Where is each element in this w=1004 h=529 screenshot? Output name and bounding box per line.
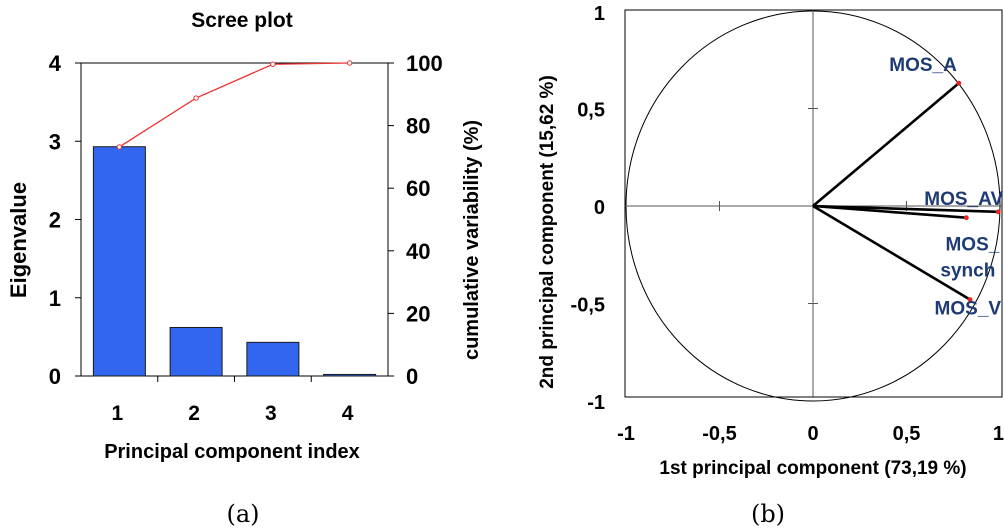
variable-vectors: MOS_A MOS_AV MOS_synch MOS_V	[812, 55, 1003, 320]
circle-x-tick-label: 1	[993, 423, 1004, 445]
scree-x-tick-label: 1	[112, 402, 124, 425]
circle-y-axis-label: 2nd principal component (15,62 %)	[537, 75, 558, 389]
variable-vector	[812, 82, 960, 207]
circle-y-tick-label: 1	[594, 3, 605, 25]
variable-vector	[812, 204, 999, 214]
correlation-circle-plot: -1 -0,5 0 0,5 1 -1 -0,5 0 0,5 1 MOS_A MOS_AV MOS_s…	[537, 3, 1004, 528]
circle-y-axis: -1 -0,5 0 0,5 1	[571, 3, 605, 414]
scree-y-tick-label: 1	[49, 286, 61, 311]
scree-cumulative-point	[193, 95, 199, 101]
circle-y-tick-label: 0,5	[577, 100, 605, 122]
variable-label: MOS_AV	[924, 189, 1003, 210]
scree-y-axis-label: Eigenvalue	[6, 182, 31, 298]
scree-cumulative-point	[116, 144, 123, 150]
scree-y-tick-label: 2	[49, 208, 61, 233]
scree-y2-tick-label: 0	[406, 364, 418, 389]
scree-y-tick-label: 3	[49, 129, 61, 154]
circle-x-tick-label: 0	[807, 423, 818, 445]
scree-x-axis: 1 2 3 4	[112, 376, 354, 425]
circle-x-tick-label: 0,5	[893, 423, 921, 445]
caption-b: (b)	[751, 500, 785, 528]
variable-label: MOS_	[945, 235, 999, 256]
scree-bar	[92, 146, 146, 377]
circle-y-tick-label: 0	[594, 197, 605, 219]
scree-y2-tick-label: 60	[406, 176, 430, 201]
scree-cumulative-path	[119, 62, 350, 148]
scree-x-tick-label: 3	[265, 402, 277, 425]
scree-y-tick-label: 0	[49, 364, 61, 389]
scree-x-axis-label: Principal component index	[104, 441, 360, 463]
scree-bar	[246, 341, 300, 377]
scree-cumulative-point	[346, 60, 353, 66]
scree-bars	[92, 146, 377, 377]
variable-vector	[812, 204, 971, 301]
circle-x-axis: -1 -0,5 0 0,5 1	[617, 423, 1004, 445]
circle-x-tick-label: -1	[617, 423, 635, 445]
variable-label: MOS_A	[889, 55, 957, 76]
variable-point	[995, 209, 1001, 215]
variable-point	[967, 297, 973, 302]
variable-label-line2: synch	[940, 261, 995, 282]
scree-left-axis: 0 1 2 3 4	[49, 51, 81, 389]
scree-right-axis: 0 20 40 60 80 100	[388, 51, 443, 389]
circle-x-axis-label: 1st principal component (73,19 %)	[659, 458, 966, 479]
scree-y2-axis-label: cumulative variability (%)	[461, 120, 483, 360]
variable-vector	[812, 204, 967, 219]
scree-cumulative-point	[270, 61, 276, 67]
scree-bar	[323, 373, 377, 377]
scree-x-tick-label: 2	[188, 402, 200, 425]
variable-point	[963, 215, 969, 221]
scree-plot: Scree plot 0 1 2 3 4 0 20 40 60 80 100 1 2 3 4 Princ…	[6, 9, 483, 528]
scree-y-tick-label: 4	[49, 51, 62, 76]
scree-y2-tick-label: 20	[406, 301, 430, 326]
circle-x-tick-label: -0,5	[702, 423, 736, 445]
scree-y2-tick-label: 40	[406, 239, 430, 264]
circle-y-tick-label: -1	[587, 392, 605, 414]
caption-a: (a)	[226, 500, 259, 528]
variable-label: MOS_V	[935, 299, 1002, 320]
scree-x-tick-label: 4	[342, 402, 354, 425]
scree-y2-tick-label: 80	[406, 114, 430, 139]
circle-y-tick-label: -0,5	[571, 295, 605, 317]
scree-y2-tick-label: 100	[406, 51, 443, 76]
scree-title: Scree plot	[191, 9, 293, 32]
scree-cumulative-line	[116, 60, 353, 150]
variable-point	[956, 80, 962, 86]
scree-bar	[169, 326, 223, 377]
